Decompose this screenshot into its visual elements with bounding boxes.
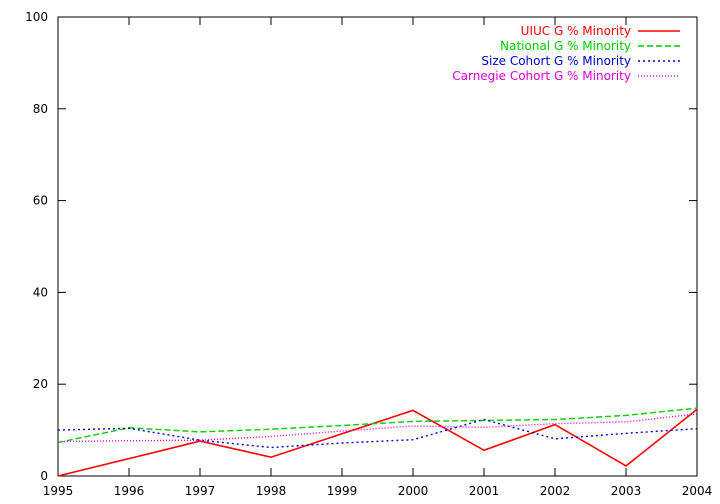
y-tick-label: 40 [33,285,48,299]
legend-label-1: UIUC G % Minority [521,24,631,38]
legend-label-3: Size Cohort G % Minority [481,54,631,68]
legend-label-4: Carnegie Cohort G % Minority [452,69,631,83]
x-tick-label: 1997 [185,484,216,498]
x-tick-label: 1996 [114,484,145,498]
x-axis: 1995 1996 1997 1998 1999 2000 2001 2002 2003 2004 [43,17,713,498]
x-tick-label: 1995 [43,484,74,498]
y-axis: 0 20 40 60 80 100 [25,10,697,483]
series-line-3 [57,418,698,449]
y-tick-label: 20 [33,377,48,391]
y-tick-label: 100 [25,10,48,24]
y-tick-label: 60 [33,194,48,208]
x-tick-label: 2002 [540,484,571,498]
x-tick-label: 2004 [682,484,713,498]
series-line-1 [57,408,698,477]
plot-frame [57,16,698,477]
series-line-2 [57,407,698,444]
x-tick-label: 2001 [469,484,500,498]
x-tick-label: 1999 [327,484,358,498]
x-tick-label: 2003 [611,484,642,498]
series-line-4 [57,413,698,443]
x-tick-label: 1998 [256,484,287,498]
series-lines [57,407,698,477]
y-tick-label: 80 [33,102,48,116]
x-tick-label: 2000 [398,484,429,498]
y-tick-label: 0 [40,469,48,483]
legend-label-2: National G % Minority [500,39,631,53]
